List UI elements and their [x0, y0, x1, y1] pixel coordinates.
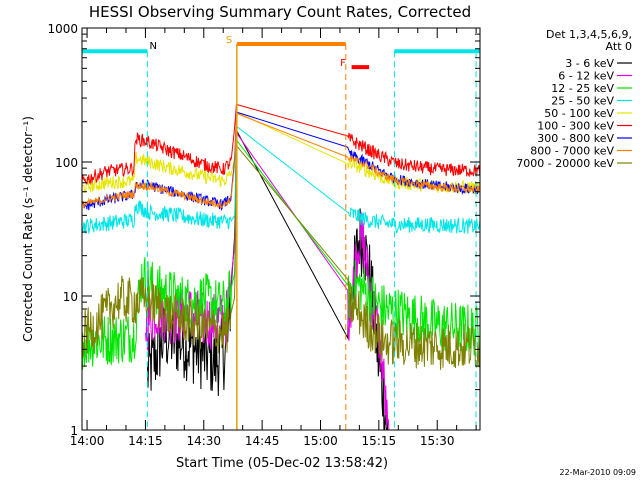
legend-label-3: 12 - 25 keV	[551, 82, 614, 95]
legend-label-1: 3 - 6 keV	[565, 57, 614, 70]
axis-layer: 14:00 14:15 14:30 14:45 15:00 15:15 15:30 1 10 10…	[47, 22, 480, 448]
series-line-6	[81, 103, 481, 185]
x-tick-label-6: 15:15	[362, 434, 397, 448]
series-line-5	[81, 111, 481, 195]
annotation-layer: N S F	[82, 35, 480, 430]
x-tick-label-5: 15:00	[303, 434, 338, 448]
y-tick-label-1: 1	[70, 424, 78, 438]
legend-label-5: 50 - 100 keV	[544, 107, 614, 120]
legend-header-line-1: Det 1,3,4,5,6,9,	[546, 28, 632, 41]
series-line-7	[81, 111, 481, 211]
legend-label-2: 6 - 12 keV	[558, 70, 614, 83]
x-axis-label: Start Time (05-Dec-02 13:58:42)	[176, 456, 388, 471]
legend-header-line-2: Att 0	[606, 40, 632, 53]
saa-label: S	[226, 35, 232, 46]
series-line-8	[81, 112, 481, 209]
series-layer	[81, 103, 481, 431]
series-line-3	[81, 138, 481, 371]
chart-title: HESSI Observing Summary Count Rates, Cor…	[89, 3, 471, 21]
series-line-9	[81, 144, 481, 370]
y-tick-label-4: 1000	[47, 22, 78, 36]
y-tick-label-3: 100	[55, 156, 78, 170]
legend-label-7: 300 - 800 keV	[537, 132, 614, 145]
x-tick-label-3: 14:30	[186, 434, 221, 448]
y-tick-label-2: 10	[63, 290, 78, 304]
x-tick-label-4: 14:45	[245, 434, 280, 448]
footer-timestamp: 22-Mar-2010 09:09	[560, 468, 637, 477]
legend-label-4: 25 - 50 keV	[551, 95, 614, 108]
series-line-2	[145, 131, 480, 431]
x-tick-label-2: 14:15	[128, 434, 163, 448]
series-line-4	[81, 125, 481, 234]
x-tick-label-1: 14:00	[70, 434, 105, 448]
night-label: N	[149, 41, 156, 52]
flare-label: F	[340, 58, 346, 69]
x-tick-label-7: 15:30	[420, 434, 455, 448]
plot-frame	[81, 27, 481, 431]
legend-label-9: 7000 - 20000 keV	[516, 157, 614, 170]
legend-label-8: 800 - 7000 keV	[530, 145, 614, 158]
y-axis-label: Corrected Count Rate (s⁻¹ detector⁻¹)	[21, 116, 35, 342]
legend-label-6: 100 - 300 keV	[537, 120, 614, 133]
